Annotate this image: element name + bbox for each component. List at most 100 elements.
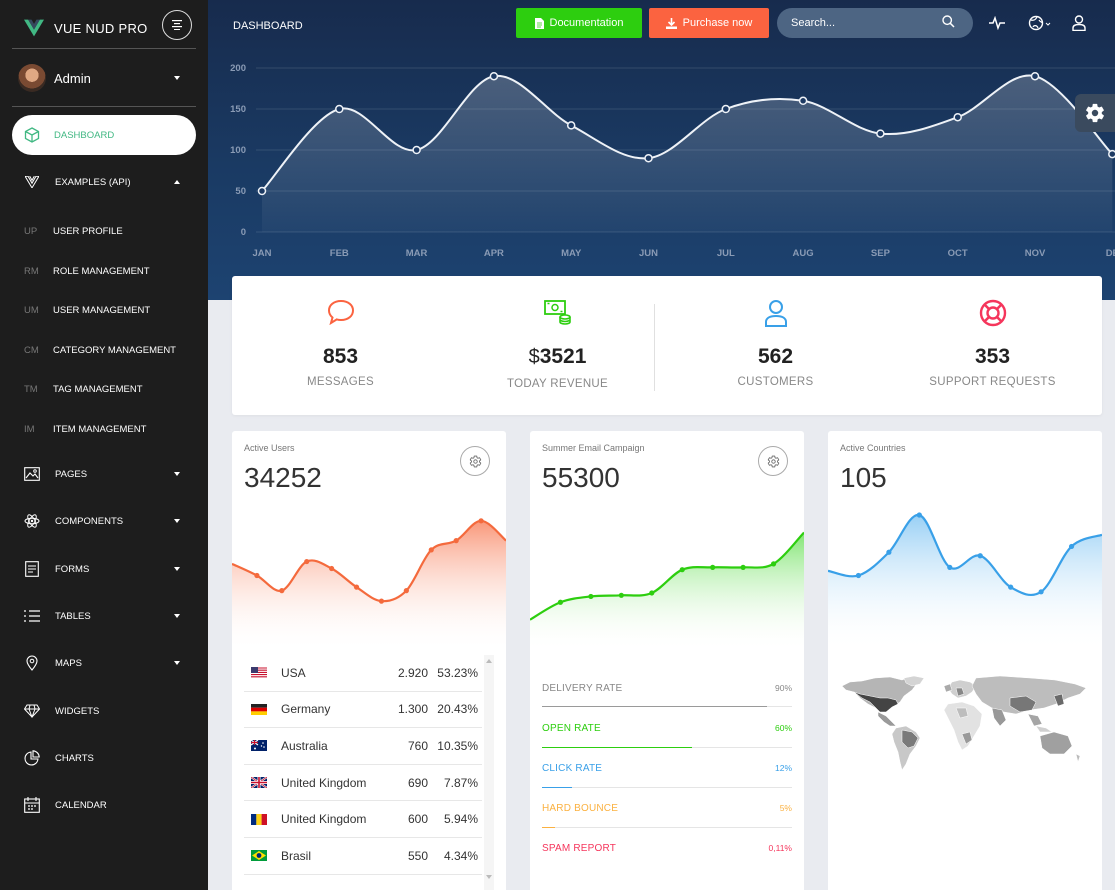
image-icon <box>24 466 40 482</box>
sidebar-subitem-category-management[interactable]: CM CATEGORY MANAGEMENT <box>12 338 196 362</box>
brand[interactable]: VUE NUD PRO <box>12 8 196 48</box>
sparkline-point <box>886 549 892 555</box>
rate-value: 60% <box>774 723 792 733</box>
y-tick-label: 200 <box>230 63 246 74</box>
user-name: Admin <box>54 70 91 86</box>
search-icon[interactable] <box>942 15 955 28</box>
rate-value: 90% <box>774 683 792 693</box>
user-icon <box>764 300 787 327</box>
rate-value: 0,11% <box>768 843 792 853</box>
user-menu[interactable]: Admin <box>12 62 196 94</box>
sidebar-toggle-button[interactable] <box>162 10 192 40</box>
x-tick-label: JAN <box>252 248 271 259</box>
sparkline-point <box>679 567 685 573</box>
x-tick-label: AUG <box>793 248 814 259</box>
card-settings-button[interactable] <box>758 446 788 476</box>
data-point <box>257 186 267 196</box>
chevron-down-icon <box>174 76 180 80</box>
br-flag-icon <box>251 850 267 862</box>
sidebar-item-maps[interactable]: MAPS <box>12 648 196 678</box>
user-profile-icon[interactable] <box>1072 15 1086 31</box>
countries-table: USA 2.920 53.23% Germany 1.300 20.43% Au… <box>244 655 482 875</box>
sparkline-point <box>855 572 862 579</box>
data-point <box>412 145 421 155</box>
sparkline-point <box>304 558 310 565</box>
sidebar-item-widgets[interactable]: WIDGETS <box>12 696 196 726</box>
documentation-button[interactable]: Documentation <box>516 8 642 38</box>
rate-label: SPAM REPORT <box>542 843 617 854</box>
x-tick-label: JUN <box>639 248 658 259</box>
sparkline-point <box>279 588 285 594</box>
email-campaign-card: Summer Email Campaign 55300 DELIVERY RAT… <box>530 431 804 890</box>
x-tick-label: MAR <box>406 248 428 259</box>
sidebar-item-charts[interactable]: CHARTS <box>12 743 196 773</box>
data-point <box>1030 71 1040 81</box>
download-icon <box>665 17 677 29</box>
card-title: Active Users <box>244 443 295 453</box>
data-point <box>953 112 962 122</box>
sparkline-point <box>740 564 746 570</box>
sparkline-area <box>828 514 1102 651</box>
table-row: USA 2.920 53.23% <box>244 655 482 692</box>
sidebar-subitem-tag-management[interactable]: TM TAG MANAGEMENT <box>12 377 196 401</box>
sparkline-line <box>828 513 1102 596</box>
x-tick-label: NOV <box>1025 248 1046 259</box>
divider <box>12 48 196 49</box>
table-scrollbar[interactable] <box>484 655 494 890</box>
country-percent: 53.23% <box>437 665 478 680</box>
stat-messages: 853 MESSAGES <box>232 276 449 415</box>
chevron-down-icon[interactable] <box>486 875 492 879</box>
globe-icon[interactable] <box>1028 15 1052 31</box>
card-settings-button[interactable] <box>460 446 490 476</box>
chevron-up-icon[interactable] <box>486 659 492 663</box>
sidebar-subitem-item-management[interactable]: IM ITEM MANAGEMENT <box>12 417 196 441</box>
sparkline-point <box>254 572 260 579</box>
sidebar-item-tables[interactable]: TABLES <box>12 601 196 631</box>
settings-tab[interactable] <box>1075 94 1115 132</box>
card-title: Summer Email Campaign <box>542 443 645 453</box>
sidebar-item-examples[interactable]: EXAMPLES (API) <box>12 167 196 197</box>
search-input[interactable] <box>791 17 941 29</box>
sidebar-item-forms[interactable]: FORMS <box>12 554 196 584</box>
country-name: Australia <box>281 738 328 753</box>
activity-icon[interactable] <box>989 16 1005 30</box>
sidebar-subitem-user-profile[interactable]: UP USER PROFILE <box>12 219 196 243</box>
country-value: 690 <box>407 775 428 790</box>
rate-track <box>542 827 792 828</box>
sidebar-item-pages[interactable]: PAGES <box>12 459 196 489</box>
chevron-down-icon <box>174 614 180 618</box>
chart-area <box>262 75 1113 232</box>
stat-number: 853 <box>322 345 359 368</box>
table-row: Germany 1.300 20.43% <box>244 692 482 729</box>
gear-icon <box>767 455 779 467</box>
stat-revenue: $3521 TODAY REVENUE <box>449 276 666 415</box>
chart-line <box>261 74 1114 192</box>
map-pin-icon <box>24 655 40 671</box>
sidebar-subitem-role-management[interactable]: RM ROLE MANAGEMENT <box>12 259 196 283</box>
sidebar-item-calendar[interactable]: CALENDAR <box>12 790 196 820</box>
sidebar-item-label: PAGES <box>55 468 88 480</box>
brand-name: VUE NUD PRO <box>54 20 148 36</box>
chevron-down-icon <box>174 661 180 665</box>
sparkline-point <box>453 538 459 544</box>
country-name: United Kingdom <box>281 812 367 827</box>
subitem-label: TAG MANAGEMENT <box>53 383 143 395</box>
sparkline-point <box>977 553 983 559</box>
gear-icon <box>469 455 481 467</box>
stat-support: 353 SUPPORT REQUESTS <box>884 276 1101 415</box>
sparkline-point <box>618 592 624 598</box>
calendar-icon <box>24 797 40 813</box>
x-tick-label: FEB <box>330 248 349 259</box>
x-tick-label: SEP <box>871 248 891 259</box>
purchase-button[interactable]: Purchase now <box>649 8 769 38</box>
search-box[interactable] <box>777 8 973 38</box>
sidebar-item-dashboard[interactable]: DASHBOARD <box>12 115 196 155</box>
stat-value: 353 <box>884 345 1101 369</box>
sidebar-subitem-user-management[interactable]: UM USER MANAGEMENT <box>12 298 196 322</box>
documentation-label: Documentation <box>549 17 624 29</box>
sidebar-item-label: CALENDAR <box>55 799 107 811</box>
sparkline-area <box>232 520 506 651</box>
table-row: Australia 760 10.35% <box>244 728 482 765</box>
stat-currency: $ <box>528 346 540 368</box>
sidebar-item-components[interactable]: COMPONENTS <box>12 506 196 536</box>
